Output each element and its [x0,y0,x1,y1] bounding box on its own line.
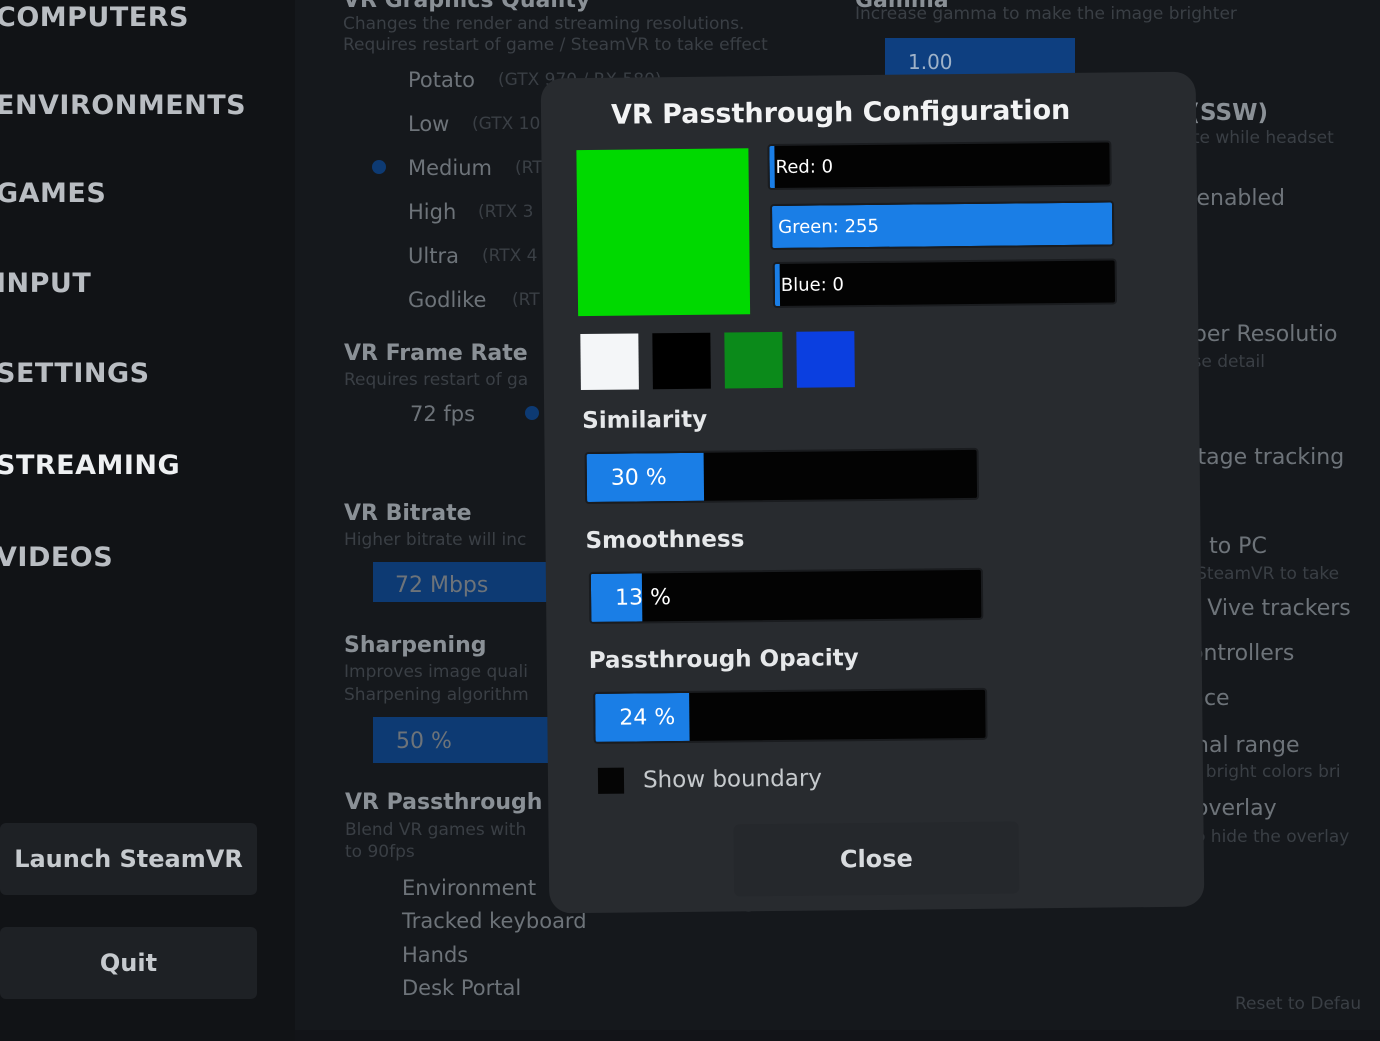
slider[interactable]: 30 % [584,447,980,505]
radio-dot [525,406,539,420]
bg-slider [373,562,548,602]
background-text: 50 % [396,729,452,754]
background-text: Tracked keyboard [402,909,587,933]
background-text: Improves image quali [344,662,528,682]
background-text: VR Frame Rate [344,341,528,366]
slider-title: Similarity [582,406,708,435]
background-text: Sharpening algorithm [344,685,529,705]
radio-dot [372,160,386,174]
slider-title: Smoothness [585,526,745,555]
background-text: Blend VR games with [345,820,527,840]
background-text: Changes the render and streaming resolut… [343,14,745,34]
background-text: Hands [402,943,469,967]
background-text: Desk Portal [402,976,522,1000]
background-text: Requires restart of ga [344,370,529,390]
background-text: VR Passthrough [345,790,543,815]
swatch[interactable] [652,332,711,390]
background-text: Environment [402,876,537,900]
background-text: overlay [1195,796,1277,821]
slider-fill [774,263,781,307]
sidebar-button[interactable]: Launch SteamVR [0,823,257,895]
background-text: Ultra [408,244,459,268]
swatch[interactable] [580,333,639,391]
background-text: 72 Mbps [395,573,489,598]
background-text: Potato [408,68,475,92]
background-text: VR Bitrate [344,501,472,526]
bg-slider [373,717,548,763]
background-text: o hide the overlay [1195,827,1350,847]
background-text: Sharpening [344,633,487,658]
slider-label: 13 % [614,584,672,611]
background-text: 1.00 [908,50,953,74]
nav-item[interactable]: COMPUTERS [0,2,189,33]
background-text: Reset to Defau [1235,994,1362,1014]
nav-item[interactable]: INPUT [0,268,92,299]
channel-label: Blue: 0 [780,273,845,296]
background-text: VR Graphics Quality [343,0,591,13]
close-button[interactable]: Close [733,821,1020,897]
background-text: R Vive trackers [1185,596,1351,621]
passthrough-dialog: VR Passthrough Configuration Show bounda… [540,71,1205,914]
background-text: Medium [408,156,492,180]
background-text: to 90fps [345,842,415,862]
sidebar-button[interactable]: Quit [0,927,257,999]
background-text: ontrollers [1190,641,1295,666]
swatch[interactable] [796,331,855,388]
slider-fill [769,146,775,189]
nav-item[interactable]: SETTINGS [0,358,150,389]
slider-label: 30 % [610,464,667,491]
dialog-title: VR Passthrough Configuration [610,94,1071,131]
nav-item[interactable]: VIDEOS [0,542,114,573]
slider-title: Passthrough Opacity [588,645,859,674]
nav-item[interactable]: GAMES [0,178,107,209]
color-preview [576,148,751,317]
channel-label: Red: 0 [775,155,834,178]
channel-slider[interactable]: Green: 255 [769,200,1115,251]
background-text: , bright colors bri [1195,762,1341,782]
background-text: Requires restart of game / SteamVR to ta… [343,35,768,55]
background-text: (RTX 4 [482,246,538,266]
background-text: Increase gamma to make the image brighte… [855,4,1237,24]
bg-slider [885,38,1075,78]
slider[interactable]: 24 % [593,687,988,744]
channel-slider[interactable]: Blue: 0 [772,258,1118,309]
background-text: (RT [512,290,540,310]
background-text: 72 fps [410,402,476,426]
channel-slider[interactable]: Red: 0 [767,140,1112,191]
nav-item[interactable]: STREAMING [0,450,181,481]
background-text: nal range [1195,733,1300,758]
background-text: Higher bitrate will inc [344,530,527,550]
background-text: Godlike [408,288,487,312]
background-text: (Stage tracking [1175,445,1345,470]
channel-label: Green: 255 [778,215,879,238]
background-text: erate while headset [1165,128,1334,148]
slider-label: 24 % [619,704,676,731]
background-text: / SteamVR to take [1185,564,1340,584]
background-text: (RT [515,158,543,178]
background-text: Low [408,112,450,136]
background-text: (GTX 10 [472,114,541,134]
background-text: (RTX 3 [478,202,534,222]
checkbox-label[interactable]: Show boundary [642,765,823,794]
slider[interactable]: 13 % [588,567,984,624]
swatch[interactable] [724,331,783,389]
background-text: Gamma [855,0,949,13]
checkbox[interactable] [597,767,625,794]
background-text: High [408,200,457,224]
nav-item[interactable]: ENVIRONMENTS [0,90,247,121]
